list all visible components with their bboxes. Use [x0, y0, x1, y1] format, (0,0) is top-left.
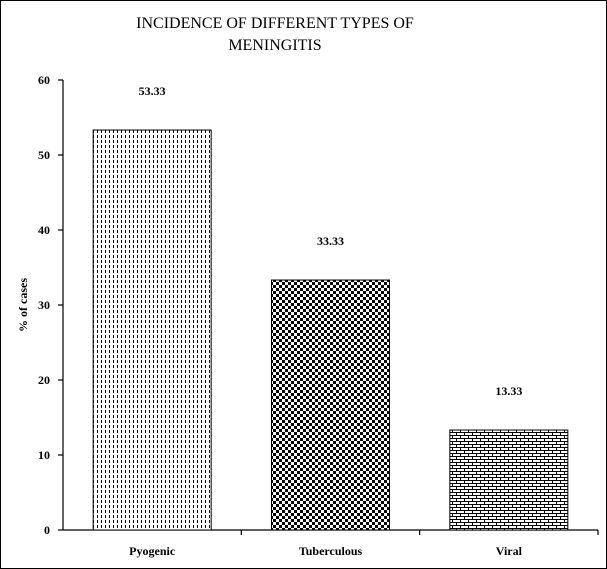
- y-tick-label: 60: [38, 73, 50, 87]
- x-tick-label: Tuberculous: [299, 544, 363, 558]
- y-tick-label: 10: [38, 448, 50, 462]
- y-tick-label: 0: [44, 523, 50, 537]
- data-label: 53.33: [139, 84, 166, 98]
- bar-viral: [449, 429, 569, 531]
- data-label: 13.33: [495, 384, 522, 398]
- data-label: 33.33: [317, 234, 344, 248]
- y-tick-label: 40: [38, 223, 50, 237]
- x-tick-label: Pyogenic: [129, 544, 176, 558]
- y-tick-label: 30: [38, 298, 50, 312]
- x-tick-labels: Pyogenic Tuberculous Viral: [129, 530, 599, 558]
- bars: 53.33 33.33 13.33: [92, 84, 569, 531]
- y-tick-label: 20: [38, 373, 50, 387]
- bar-tuberculous: [271, 279, 390, 531]
- chart-title-line-1: INCIDENCE OF DIFFERENT TYPES OF: [136, 15, 414, 32]
- chart-title-line-2: MENINGITIS: [228, 37, 322, 54]
- bar-pyogenic: [92, 129, 212, 531]
- x-tick-label: Viral: [496, 544, 523, 558]
- y-ticks: 0 10 20 30 40 50 60: [38, 73, 63, 537]
- y-axis-label: % of cases: [16, 278, 30, 332]
- y-tick-label: 50: [38, 148, 50, 162]
